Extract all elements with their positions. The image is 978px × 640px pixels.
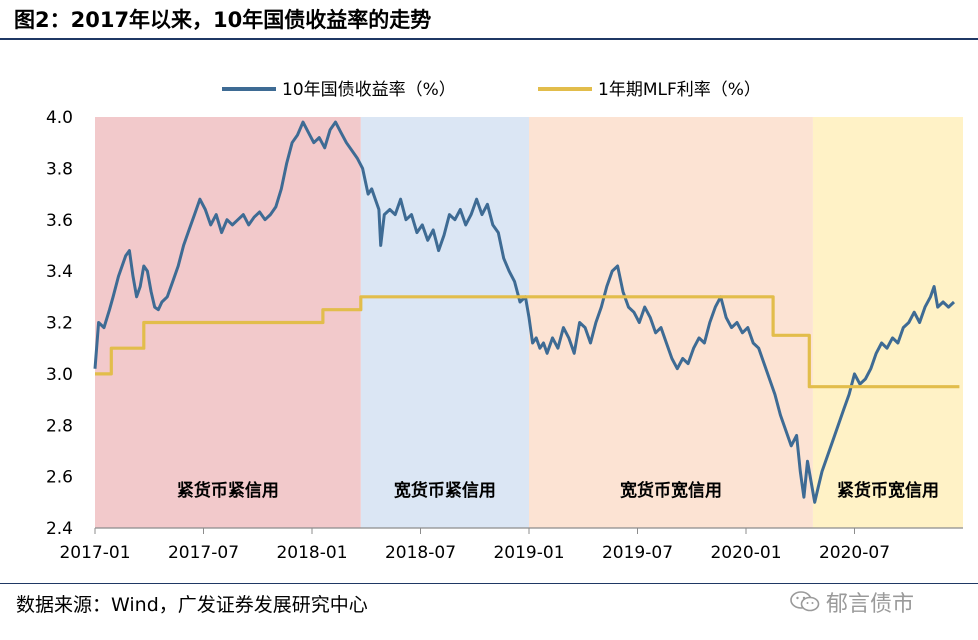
x-tick-label: 2017-07: [168, 543, 239, 563]
source-divider: [0, 583, 978, 584]
y-tick-label: 3.8: [46, 159, 73, 179]
region-band: [529, 117, 813, 528]
y-tick-label: 2.8: [46, 416, 73, 436]
y-tick-label: 2.6: [46, 468, 73, 488]
series-lines: [93, 120, 960, 504]
x-tick-label: 2019-07: [602, 543, 673, 563]
region-band: [812, 117, 963, 528]
regime-labels: 紧货币紧信用 宽货币紧信用 宽货币宽信用 紧货币宽信用: [177, 480, 939, 501]
mlf-series-line: [95, 295, 960, 389]
y-tick-label: 3.6: [46, 211, 73, 231]
x-tick-label: 2018-07: [385, 543, 456, 563]
wechat-icon: [790, 591, 820, 612]
y-tick-label: 3.0: [46, 365, 73, 385]
x-axis: 2017-01 2017-07 2018-01 2018-07 2019-01 2019-…: [59, 527, 963, 563]
region-label: 宽货币紧信用: [394, 480, 496, 501]
region-band: [360, 117, 529, 528]
y-tick-label: 3.2: [46, 314, 73, 334]
title-divider: [0, 38, 978, 40]
x-tick-label: 2018-01: [276, 543, 347, 563]
source-note: 数据来源：Wind，广发证券发展研究中心: [16, 594, 368, 616]
region-label: 紧货币紧信用: [177, 480, 279, 501]
x-tick-label: 2017-01: [59, 543, 130, 563]
figure-title: 图2：2017年以来，10年国债收益率的走势: [14, 8, 432, 32]
y-tick-label: 2.4: [46, 519, 73, 539]
watermark-text: 郁言债市: [826, 592, 915, 617]
x-tick-label: 2020-07: [819, 543, 890, 563]
region-label: 紧货币宽信用: [837, 480, 939, 501]
region-label: 宽货币宽信用: [620, 480, 722, 501]
y-tick-label: 3.4: [46, 262, 73, 282]
x-tick-label: 2019-01: [493, 543, 564, 563]
regime-regions: [95, 117, 963, 528]
legend: 10年国债收益率（%） 1年期MLF利率（%）: [222, 80, 761, 100]
y-axis: 4.0 3.8 3.6 3.4 3.2 3.0 2.8 2.6 2.4: [46, 108, 73, 539]
yield-chart: 4.03.83.63.43.23.02.82.62.4 2017-01 2017-…: [46, 80, 963, 563]
x-tick-label: 2020-01: [710, 543, 781, 563]
watermark: 郁言债市: [790, 586, 914, 618]
legend-yield-label: 10年国债收益率（%）: [282, 80, 456, 100]
yield-series-line: [93, 120, 956, 504]
y-tick-label: 4.0: [46, 108, 73, 128]
legend-mlf-label: 1年期MLF利率（%）: [598, 80, 761, 100]
